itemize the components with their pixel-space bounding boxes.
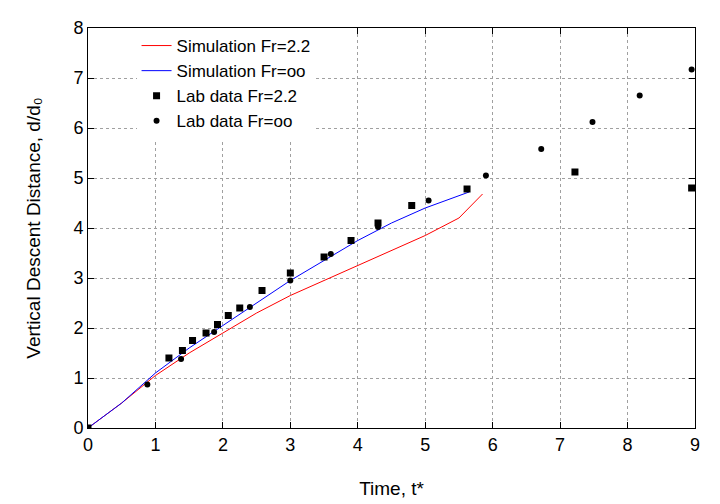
svg-text:6: 6 [488, 435, 498, 455]
svg-text:5: 5 [73, 168, 83, 188]
svg-text:2: 2 [218, 435, 228, 455]
svg-text:Simulation Fr=2.2: Simulation Fr=2.2 [177, 37, 311, 56]
svg-text:1: 1 [150, 435, 160, 455]
svg-text:4: 4 [353, 435, 363, 455]
svg-text:0: 0 [73, 418, 83, 438]
svg-text:7: 7 [555, 435, 565, 455]
svg-text:1: 1 [73, 368, 83, 388]
svg-text:Lab data Fr=2.2: Lab data Fr=2.2 [177, 87, 298, 106]
svg-text:Lab data Fr=oo: Lab data Fr=oo [177, 112, 293, 131]
svg-text:Simulation Fr=oo: Simulation Fr=oo [177, 62, 306, 81]
svg-text:Time, t*: Time, t* [359, 478, 424, 499]
svg-text:8: 8 [73, 18, 83, 38]
svg-text:6: 6 [73, 118, 83, 138]
svg-text:0: 0 [83, 435, 93, 455]
svg-text:4: 4 [73, 218, 83, 238]
svg-text:3: 3 [73, 268, 83, 288]
svg-text:3: 3 [285, 435, 295, 455]
svg-text:2: 2 [73, 318, 83, 338]
svg-text:9: 9 [690, 435, 700, 455]
svg-text:7: 7 [73, 68, 83, 88]
svg-text:5: 5 [420, 435, 430, 455]
svg-text:8: 8 [623, 435, 633, 455]
svg-text:Vertical Descent Distance, d/d: Vertical Descent Distance, d/d₀ [23, 97, 44, 358]
